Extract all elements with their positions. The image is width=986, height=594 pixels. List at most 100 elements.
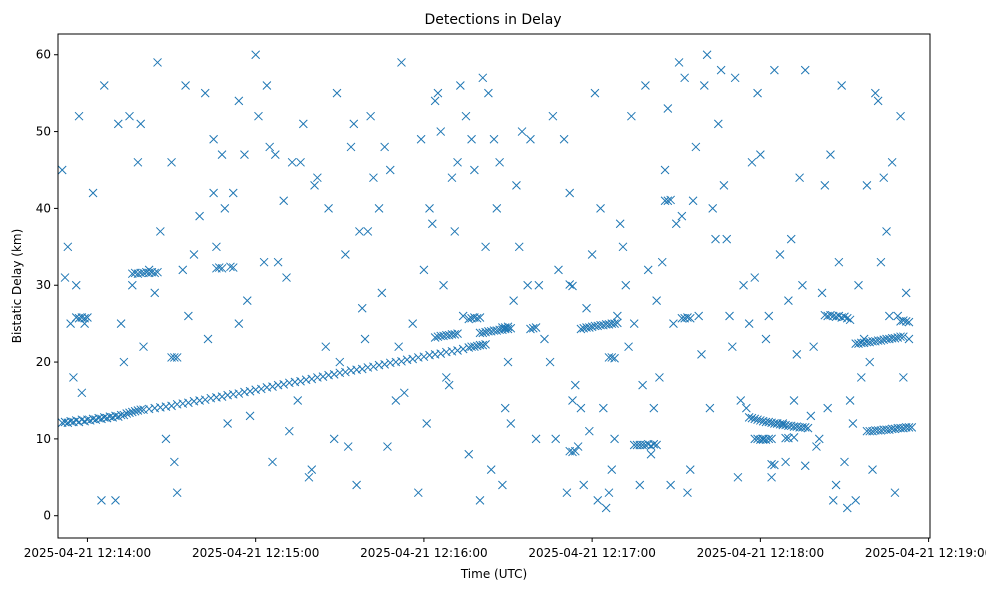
data-point — [430, 333, 440, 342]
data-point — [660, 165, 670, 175]
data-point — [767, 434, 776, 444]
data-point — [99, 81, 109, 90]
data-point — [896, 111, 905, 121]
data-point — [551, 434, 561, 444]
data-point — [750, 273, 760, 282]
data-point — [904, 423, 914, 432]
data-point — [441, 373, 451, 382]
data-point — [127, 407, 137, 417]
data-point — [113, 412, 123, 421]
data-point — [711, 234, 720, 244]
data-point — [649, 439, 659, 449]
data-point — [747, 157, 757, 167]
data-point — [500, 403, 510, 413]
data-point — [820, 181, 830, 190]
data-point — [873, 96, 883, 106]
data-point — [425, 204, 434, 213]
data-point — [753, 415, 762, 425]
data-point — [828, 496, 838, 505]
data-point — [506, 419, 516, 428]
data-point — [282, 273, 291, 282]
data-point — [223, 419, 232, 428]
data-point — [307, 374, 317, 384]
data-point — [88, 188, 98, 198]
data-point — [259, 257, 269, 267]
data-point — [842, 503, 852, 513]
data-point — [778, 419, 788, 428]
data-point — [635, 480, 645, 490]
data-point — [554, 265, 563, 275]
data-point — [167, 157, 176, 167]
data-point — [646, 449, 656, 459]
data-point — [139, 342, 148, 352]
data-point — [279, 196, 289, 206]
data-point — [453, 329, 462, 338]
data-point — [528, 323, 538, 333]
data-point — [394, 342, 404, 352]
data-point — [613, 318, 622, 328]
data-point — [826, 150, 835, 159]
y-axis-label: Bistatic Delay (km) — [10, 229, 24, 344]
data-point — [251, 50, 261, 60]
data-point — [568, 281, 577, 291]
data-point — [613, 311, 622, 321]
data-point — [341, 250, 350, 259]
data-point — [756, 416, 765, 425]
data-point — [228, 263, 238, 272]
data-point — [576, 403, 586, 413]
data-point — [178, 265, 188, 275]
data-point — [854, 280, 863, 290]
data-point — [220, 204, 230, 213]
data-point — [380, 360, 390, 369]
data-point — [153, 267, 162, 277]
data-point — [744, 319, 754, 328]
data-point — [629, 319, 639, 328]
data-point — [60, 273, 70, 282]
data-point — [512, 181, 521, 190]
data-point — [184, 311, 193, 321]
data-point — [655, 373, 664, 382]
data-point — [136, 119, 146, 129]
y-tick-label: 50 — [36, 125, 51, 139]
data-point — [470, 342, 479, 352]
data-point — [770, 460, 779, 470]
data-point — [296, 376, 305, 386]
data-point — [899, 316, 908, 325]
data-point — [226, 262, 235, 272]
data-point — [713, 119, 723, 129]
data-point — [570, 380, 580, 390]
data-point — [559, 134, 569, 144]
data-point — [360, 334, 370, 344]
data-point — [666, 195, 675, 205]
data-point — [307, 465, 317, 474]
data-point — [800, 65, 810, 75]
data-point — [97, 496, 106, 505]
data-point — [548, 111, 558, 121]
data-point — [842, 313, 852, 323]
data-point — [321, 342, 331, 352]
data-point — [209, 134, 218, 144]
data-point — [461, 111, 471, 121]
data-point — [584, 426, 594, 436]
data-point — [170, 353, 179, 362]
data-point — [840, 312, 849, 322]
data-point — [430, 96, 440, 106]
data-point — [234, 389, 244, 398]
data-point — [273, 257, 283, 267]
data-point — [699, 81, 709, 90]
data-point — [503, 357, 513, 367]
data-point — [781, 433, 790, 443]
data-point — [663, 104, 673, 113]
x-tick-label: 2025-04-21 12:16:00 — [360, 546, 487, 560]
data-point — [130, 406, 140, 416]
data-point — [399, 388, 409, 398]
data-point — [203, 334, 213, 344]
data-point — [856, 373, 866, 382]
data-point — [427, 219, 437, 229]
data-point — [450, 330, 460, 339]
x-tick-label: 2025-04-21 12:19:00 — [865, 546, 986, 560]
data-point — [618, 242, 628, 252]
data-point — [601, 503, 611, 513]
data-point — [770, 65, 779, 75]
data-point — [492, 204, 502, 213]
